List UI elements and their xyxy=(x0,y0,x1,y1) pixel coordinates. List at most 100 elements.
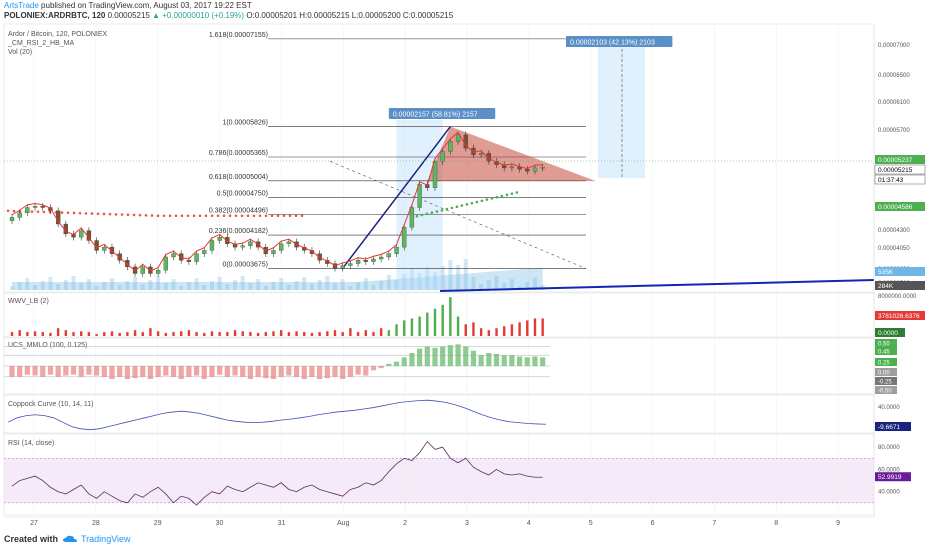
ma-dot-red xyxy=(180,214,184,218)
ucs-bar xyxy=(463,346,469,366)
fib-level-label: 0.382(0.00004496) xyxy=(209,207,268,214)
wwv-bar xyxy=(526,320,529,336)
ucs-bar xyxy=(17,366,23,377)
volume-bar xyxy=(56,284,61,290)
ucs-bar xyxy=(109,366,115,379)
ucs-bar xyxy=(486,353,492,366)
coppock-line xyxy=(7,399,547,431)
volume-bar xyxy=(94,286,99,290)
wwv-bar xyxy=(510,324,514,336)
ucs-bar xyxy=(232,366,238,376)
price-tag xyxy=(875,155,925,164)
candle-body xyxy=(532,167,538,172)
projection-region xyxy=(598,44,645,178)
ma-dot-red xyxy=(48,210,52,214)
price-tag xyxy=(875,377,897,385)
candle-body xyxy=(17,212,22,218)
ma-dot-red xyxy=(30,210,34,213)
volume-bar xyxy=(233,280,238,290)
ucs-bar xyxy=(424,346,430,366)
candle-body xyxy=(155,270,161,274)
volume-bar xyxy=(532,278,537,290)
candle-body xyxy=(140,266,145,274)
price-tag xyxy=(875,386,897,394)
volume-bar xyxy=(379,281,384,290)
ucs-bar xyxy=(93,366,100,376)
ma-dot-green xyxy=(455,205,459,209)
ma-dot-green xyxy=(500,194,504,198)
price-tag xyxy=(875,281,925,290)
ma-dot-red xyxy=(36,210,40,214)
ucs-bar xyxy=(132,366,138,379)
ma-dot-green xyxy=(450,206,454,210)
ucs-bar xyxy=(409,353,415,366)
candle-body xyxy=(448,141,453,152)
ma-dot-red xyxy=(246,214,250,218)
candle-body xyxy=(232,243,238,248)
ucs-bar xyxy=(117,366,123,377)
candle-body xyxy=(540,167,545,169)
wwv-bar xyxy=(87,332,91,336)
wwv-bar xyxy=(364,330,367,336)
ma-dot-green xyxy=(470,201,474,205)
ucs-bar xyxy=(147,366,154,379)
ucs-bar xyxy=(509,355,515,366)
wwv-bar xyxy=(333,330,337,336)
ucs-bar xyxy=(501,355,507,366)
volume-bar xyxy=(479,284,484,290)
ma-dot-red xyxy=(156,214,160,218)
wwv-bar xyxy=(395,324,398,336)
wwv-bar xyxy=(241,331,244,336)
legend-label: WWV_LB (2) xyxy=(8,298,49,305)
ma-dot-red xyxy=(96,212,100,216)
ucs-bar xyxy=(124,366,130,379)
ucs-bar xyxy=(255,366,261,377)
candle-body xyxy=(25,207,30,213)
candle-body xyxy=(417,184,422,208)
volume-bar xyxy=(471,277,476,290)
y-tick-label: 40.0000 xyxy=(878,405,900,411)
wwv-bar xyxy=(218,332,221,336)
wwv-bar xyxy=(256,332,260,336)
wwv-bar xyxy=(195,332,198,336)
ma-dot-red xyxy=(60,211,64,214)
wwv-bar xyxy=(403,320,406,336)
price-tag xyxy=(875,347,897,355)
x-tick-label: 29 xyxy=(154,520,162,527)
volume-bar xyxy=(432,272,437,290)
ma-dot-red xyxy=(138,213,142,217)
ma-dot-red xyxy=(240,214,244,218)
wwv-bar xyxy=(495,328,498,336)
tradingview-logo[interactable]: TradingView xyxy=(81,534,131,544)
volume-bar xyxy=(271,282,276,290)
candle-body xyxy=(132,266,138,274)
fib-level-label: 0.618(0.00005004) xyxy=(209,174,268,181)
volume-bar xyxy=(10,286,14,290)
y-tick-label: 60.0000 xyxy=(878,467,900,473)
ucs-bar xyxy=(332,366,338,377)
candle-body xyxy=(386,253,391,258)
wwv-bar xyxy=(179,331,183,336)
volume-bar xyxy=(63,280,68,290)
price-tag-label: 01:37:43 xyxy=(878,177,904,184)
volume-bar xyxy=(263,286,268,290)
wwv-bar xyxy=(479,328,483,336)
ohlc-values: O:0.00005201 H:0.00005215 L:0.00005200 C… xyxy=(246,11,454,20)
pattern-triangle xyxy=(427,126,596,182)
legend-label: Coppock Curve (10, 14, 11) xyxy=(8,401,93,408)
ucs-bar xyxy=(478,355,484,366)
price-tag-label: -9.6671 xyxy=(878,424,900,431)
wwv-bar xyxy=(264,332,267,336)
price-tag-label: 0.0000 xyxy=(878,330,898,337)
volume-bar xyxy=(133,277,138,290)
measure-label-box xyxy=(566,36,673,47)
wwv-bar xyxy=(318,332,321,336)
volume-bar xyxy=(494,276,499,290)
ma-dot-red xyxy=(12,209,16,213)
candle-body xyxy=(202,250,207,254)
author-link[interactable]: ArtsTrade xyxy=(4,1,39,10)
wwv-bar xyxy=(387,330,391,336)
dashed-trendline xyxy=(329,161,587,269)
x-tick-label: 8 xyxy=(774,520,778,527)
